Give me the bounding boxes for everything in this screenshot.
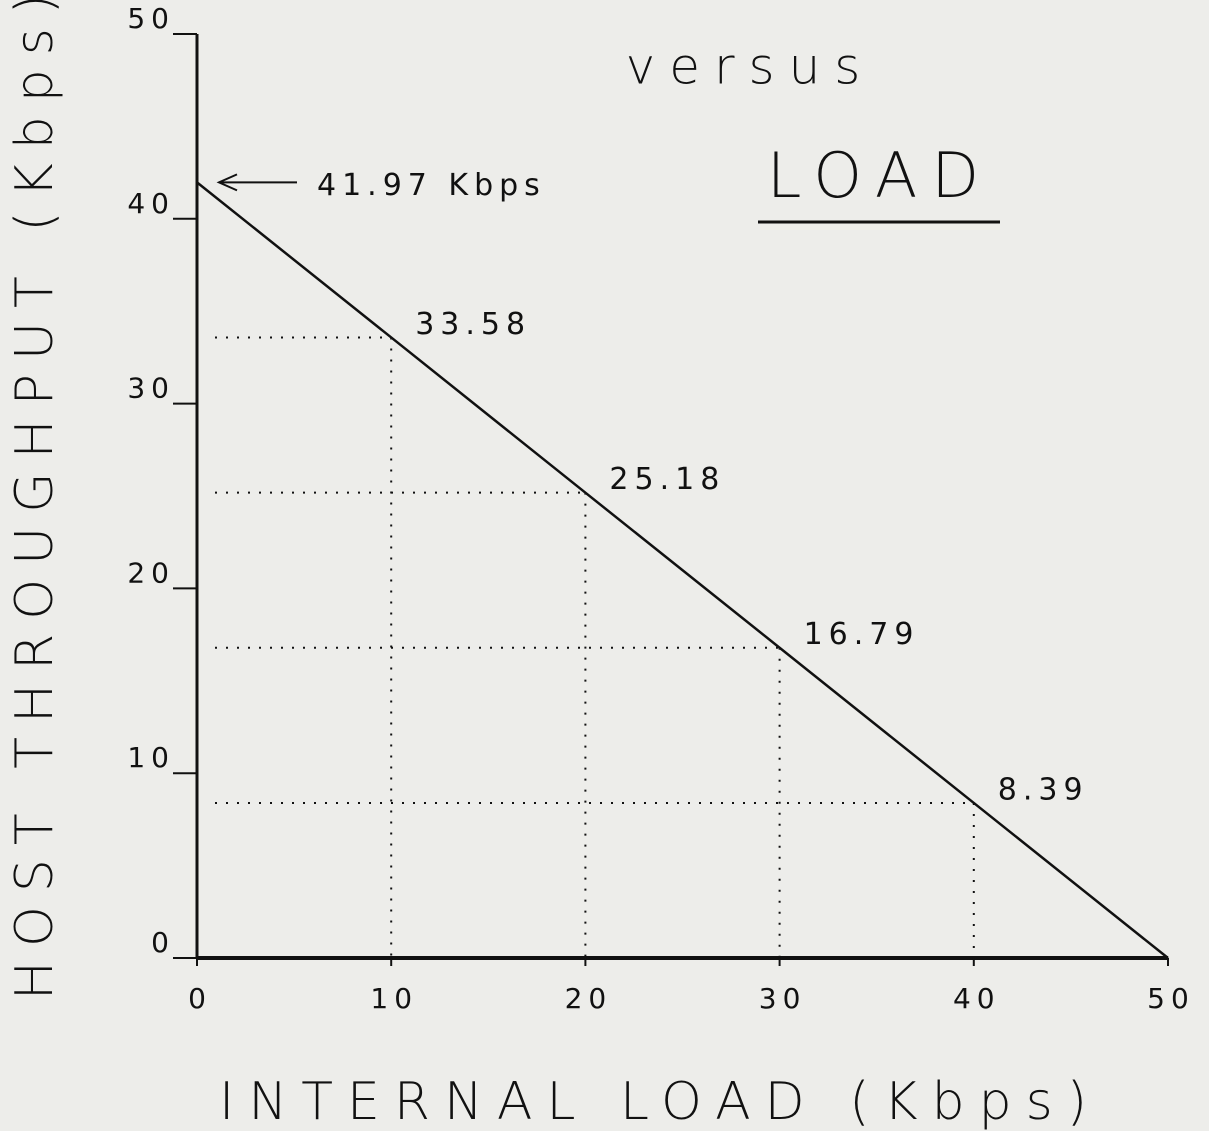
line — [196, 181, 1169, 959]
data-label: 33.58 — [415, 307, 531, 342]
chart-title: versus — [626, 38, 875, 96]
x-tick-label: 20 — [565, 982, 613, 1015]
data-label: 8.39 — [998, 772, 1089, 807]
x-axis-label: INTERNAL LOAD (Kbps) — [219, 1072, 1101, 1131]
annotation-arrowhead — [216, 173, 238, 192]
y-tick-label: 10 — [127, 741, 175, 774]
y-axis-label: HOST THROUGHPUT (Kbps) — [5, 0, 65, 1000]
y-tick-label: 0 — [151, 926, 175, 959]
chart-subtitle: LOAD — [767, 139, 993, 212]
y-tick-label: 50 — [127, 2, 175, 35]
x-tick-label: 0 — [188, 982, 212, 1015]
y-tick-label: 40 — [127, 187, 175, 220]
data-label: 41.97 Kbps — [317, 168, 546, 203]
x-tick-label: 10 — [370, 982, 418, 1015]
data-label: 16.79 — [804, 617, 920, 652]
y-tick-label: 30 — [127, 372, 175, 405]
x-tick-label: 50 — [1147, 982, 1195, 1015]
y-tick-label: 20 — [127, 556, 175, 589]
data-label: 25.18 — [609, 462, 725, 497]
x-tick-label: 40 — [953, 982, 1001, 1015]
x-tick-label: 30 — [759, 982, 807, 1015]
